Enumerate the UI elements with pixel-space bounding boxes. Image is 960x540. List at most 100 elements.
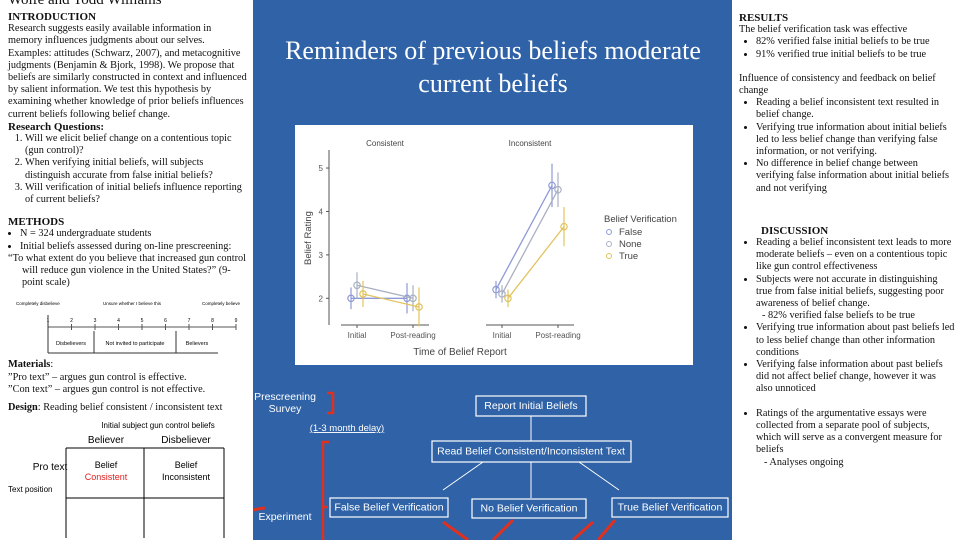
x-tick-label: Post-reading	[390, 331, 435, 340]
discussion-point: Verifying true information about past be…	[756, 322, 955, 359]
method: N = 324 undergraduate students	[20, 228, 248, 240]
colon: :	[37, 402, 44, 414]
heading: Design	[8, 402, 38, 414]
heading: INTRODUCTION	[8, 11, 97, 23]
flow-text: No Belief Verification	[481, 502, 578, 514]
y-tick-label: 2	[319, 294, 324, 303]
data-point	[359, 290, 367, 298]
data-point	[560, 222, 568, 231]
data-point	[498, 290, 506, 298]
method-list: N = 324 undergraduate students Initial b…	[8, 228, 248, 252]
discussion-point: Verifying false information about past b…	[756, 359, 955, 396]
result: Reading a belief inconsistent text resul…	[756, 97, 955, 121]
data-point	[492, 285, 500, 294]
result: 82% verified false initial beliefs to be…	[756, 36, 955, 48]
row-axis-label: Text position	[8, 485, 52, 494]
scale-group: Not invited to participate	[105, 341, 164, 347]
data-point	[347, 294, 355, 303]
flow-text: False Belief Verification	[334, 501, 443, 513]
flow-text: Report Initial Beliefs	[484, 400, 577, 412]
paragraph: Research suggests easily available infor…	[8, 23, 247, 120]
scale-anchor: Completely believe	[202, 301, 241, 306]
quote: “To what extent do you believe that incr…	[8, 252, 247, 289]
heading: Materials	[8, 359, 51, 371]
question: Will verification of initial beliefs inf…	[25, 182, 248, 206]
legend-label: None	[619, 239, 642, 250]
arrow	[442, 518, 617, 540]
material: ”Pro text” – argues gun control is effec…	[8, 371, 187, 383]
data-point	[415, 303, 423, 311]
data-point	[504, 294, 512, 303]
heading: RESULTS	[739, 12, 789, 24]
text: Ratings of the argumentative essays were…	[756, 407, 942, 456]
y-tick-label: 3	[319, 251, 324, 260]
sub-point: - Analyses ongoing	[764, 456, 844, 468]
scale-number: 4	[117, 318, 120, 324]
panel-title: Inconsistent	[509, 139, 552, 148]
y-tick-label: 5	[319, 164, 324, 173]
cell: Belief	[175, 460, 198, 470]
series-line	[356, 284, 414, 299]
heading: Research Questions:	[8, 120, 105, 133]
scale-group: Believers	[186, 341, 209, 347]
result: 91% verified true initial beliefs to be …	[756, 49, 955, 61]
result-list: 82% verified false initial beliefs to be…	[739, 36, 955, 60]
left-column: Wolfe and Todd Williams INTRODUCTION Res…	[8, 0, 248, 539]
discussion-point: Reading a belief inconsistent text leads…	[756, 237, 955, 274]
flow-box	[329, 497, 449, 518]
question-list: Will we elicit belief change on a conten…	[8, 133, 248, 206]
poster-title: Reminders of previous beliefs moderate c…	[285, 36, 701, 98]
flowchart: Prescreening Survey (1-3 month delay) Rep…	[253, 391, 729, 540]
table-caption: Initial subject gun control beliefs	[101, 421, 214, 430]
column-header: Believer	[88, 435, 125, 446]
scale-number: 2	[70, 318, 73, 324]
row-header: Pro text	[33, 462, 68, 473]
scale-number: 5	[141, 318, 144, 324]
x-axis-label: Time of Belief Report	[413, 347, 507, 358]
legend-title: Belief Verification	[604, 214, 677, 225]
result: No difference in belief change between v…	[756, 158, 955, 195]
legend-swatch	[606, 229, 612, 235]
data-point	[554, 185, 562, 194]
series-line	[362, 293, 420, 308]
authors: Wolfe and Todd Williams	[8, 0, 162, 8]
scale-anchor: Unsure whether I believe this	[103, 301, 162, 306]
flow-box	[471, 498, 587, 519]
cell: Inconsistent	[162, 472, 211, 482]
method: Initial beliefs assessed during on-line …	[20, 241, 248, 253]
series-line	[501, 189, 559, 295]
center-panel: Reminders of previous beliefs moderate c…	[253, 0, 732, 540]
flow-label: Prescreening Survey	[254, 391, 316, 415]
scale-number: 6	[164, 318, 167, 324]
x-tick-label: Initial	[493, 331, 512, 340]
panel-title: Consistent	[366, 139, 405, 148]
column-header: Disbeliever	[161, 435, 211, 446]
legend-label: False	[619, 227, 642, 238]
connector	[442, 461, 620, 498]
sub-point: - 82% verified false beliefs to be true	[762, 310, 915, 322]
x-tick-label: Initial	[348, 331, 367, 340]
legend-swatch	[606, 241, 612, 247]
x-tick-label: Post-reading	[535, 331, 580, 340]
data-point	[548, 181, 556, 190]
material: ”Con text” – argues gun control is not e…	[8, 383, 206, 395]
y-axis-label: Belief Rating	[303, 211, 314, 265]
question: Will we elicit belief change on a conten…	[25, 133, 248, 157]
discussion-point: Ratings of the argumentative essays were…	[756, 408, 955, 469]
flow-label: Experiment	[258, 511, 311, 523]
paragraph: The belief verification task was effecti…	[739, 24, 908, 36]
scale-number: 9	[235, 318, 238, 324]
right-column: RESULTS The belief verification task was…	[739, 0, 955, 469]
heading: METHODS	[8, 216, 65, 229]
text: Subjects were not accurate in distinguis…	[756, 273, 944, 310]
arrow	[253, 506, 266, 512]
scale-group: Disbelievers	[56, 341, 86, 347]
y-tick-label: 4	[319, 207, 324, 216]
legend-label: True	[619, 251, 638, 262]
heading: DISCUSSION	[761, 224, 829, 237]
discussion-list: Reading a belief inconsistent text leads…	[739, 237, 955, 469]
legend-swatch	[606, 253, 612, 259]
colon: :	[50, 359, 54, 371]
scale-number: 7	[188, 318, 191, 324]
